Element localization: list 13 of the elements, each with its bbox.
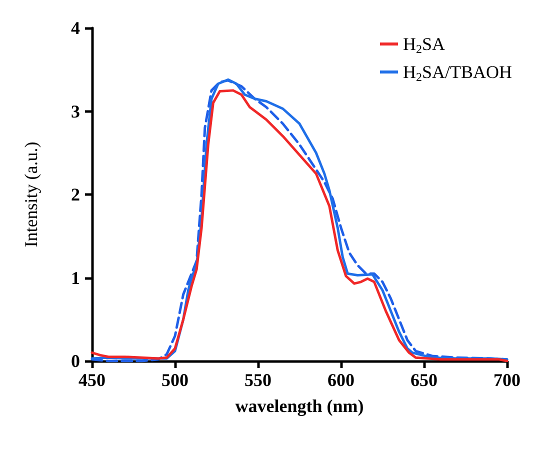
x-axis-title: wavelength (nm) <box>235 396 364 416</box>
y-tick-label: 4 <box>71 18 80 38</box>
y-tick-label: 1 <box>71 268 80 288</box>
x-tick-label: 550 <box>244 370 272 390</box>
x-tick-label: 700 <box>494 370 520 390</box>
x-tick-label: 500 <box>162 370 188 390</box>
x-tick-label: 450 <box>78 370 106 390</box>
y-tick-label: 0 <box>71 351 80 371</box>
x-tick-label: 650 <box>410 370 438 390</box>
y-axis-title: Intensity (a.u.) <box>21 142 41 248</box>
y-tick-label: 2 <box>71 184 80 204</box>
y-tick-label: 3 <box>71 101 80 122</box>
x-tick-label: 600 <box>328 370 354 390</box>
